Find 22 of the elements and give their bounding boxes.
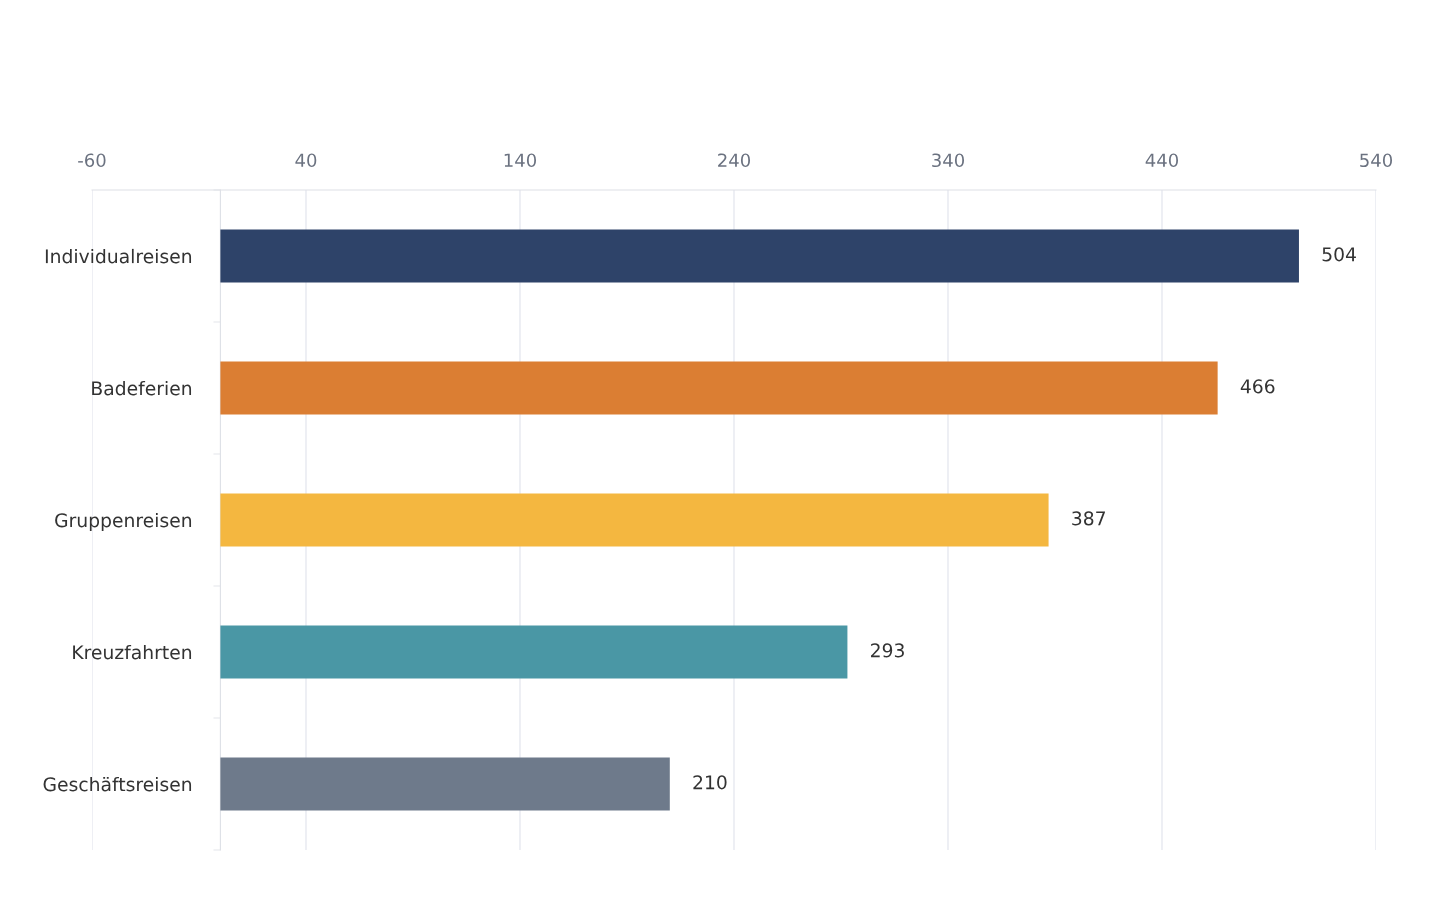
x-tick-label: 540 [1360, 153, 1393, 168]
x-tick-label: -60 [78, 153, 106, 168]
bar [220, 229, 1299, 283]
y-tick-label: Geschäftsreisen [43, 776, 192, 792]
y-tick-label: Kreuzfahrten [73, 644, 192, 660]
x-tick-label: 240 [718, 153, 751, 168]
data-label: 466 [1240, 379, 1275, 394]
x-tick-label: 440 [1145, 153, 1179, 168]
bar [220, 757, 670, 811]
x-tick-label: 40 [295, 153, 317, 168]
data-label: 210 [693, 775, 727, 790]
bar [220, 361, 1218, 415]
y-tick-label: Gruppenreisen [55, 512, 192, 532]
y-tick-label: Badeferien [92, 380, 192, 396]
x-tick-label: 140 [504, 153, 537, 168]
y-tick-label: Individualreisen [45, 248, 192, 264]
bar [220, 493, 1049, 547]
data-label: 293 [871, 643, 904, 658]
bar [220, 625, 848, 679]
data-label: 387 [1072, 511, 1105, 526]
data-label: 504 [1322, 247, 1356, 262]
x-tick-label: 340 [932, 153, 965, 168]
